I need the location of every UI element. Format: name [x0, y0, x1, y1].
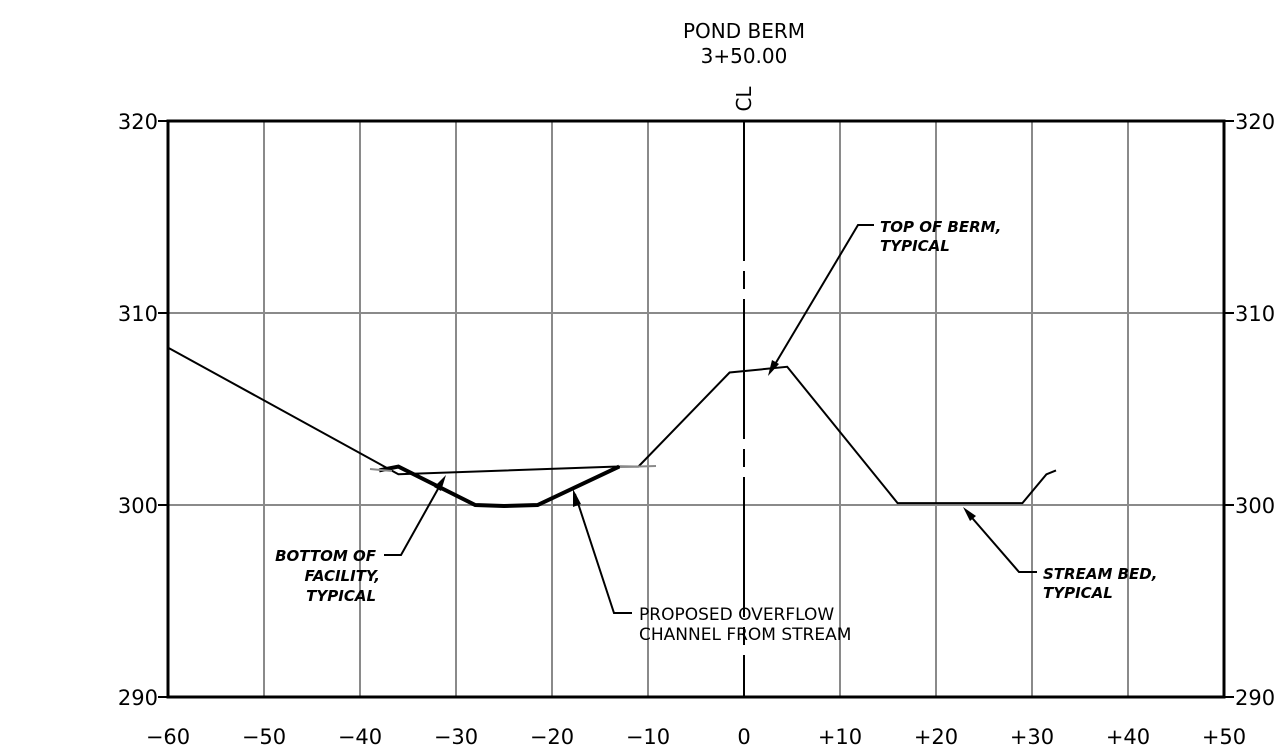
bottom-of-facility-leader	[384, 479, 444, 556]
right-y-tick-label: 290	[1235, 686, 1275, 710]
bottom-of-facility-note-line-1: BOTTOM OF	[275, 547, 377, 565]
centerline-label: CL	[732, 86, 756, 112]
left-y-tick-label: 290	[118, 686, 158, 710]
x-axis-tick-labels: −60 −50 −40 −30 −20 −10 0 +10 +20 +30 +40 +50	[146, 725, 1246, 749]
stream-bed-note-line-1: STREAM BED,	[1043, 565, 1157, 583]
x-tick-label: +30	[1010, 725, 1054, 749]
overflow-channel-note-line-1: PROPOSED OVERFLOW	[639, 605, 834, 625]
stream-bed-arrowhead	[963, 507, 976, 521]
left-y-tick-label: 310	[118, 302, 158, 326]
left-y-tick-label: 320	[118, 110, 158, 134]
x-tick-label: +50	[1202, 725, 1246, 749]
x-tick-label: 0	[737, 725, 750, 749]
bottom-of-facility-note-line-2: FACILITY,	[305, 567, 381, 585]
title-line-1: POND BERM	[683, 19, 805, 43]
x-tick-label: −40	[338, 725, 382, 749]
top-of-berm-note-line-2: TYPICAL	[880, 237, 950, 255]
existing-grade-left-stub	[369, 468, 393, 472]
right-y-tick-label: 320	[1235, 110, 1275, 134]
right-y-tick-label: 300	[1235, 494, 1275, 518]
overflow-channel-arrowhead	[573, 489, 581, 507]
x-tick-label: −60	[146, 725, 190, 749]
grid-lines	[168, 121, 1224, 697]
right-y-tick-label: 310	[1235, 302, 1275, 326]
x-tick-label: −30	[434, 725, 478, 749]
stream-bed-note-line-2: TYPICAL	[1043, 584, 1113, 602]
existing-grade-right-stub	[619, 465, 657, 468]
title-line-2: 3+50.00	[701, 44, 788, 68]
top-of-berm-leader	[770, 224, 874, 372]
ground-profile-line	[167, 346, 1057, 505]
x-tick-label: −20	[530, 725, 574, 749]
x-tick-label: +40	[1106, 725, 1150, 749]
top-of-berm-arrowhead	[768, 360, 779, 376]
bottom-of-facility-arrowhead	[434, 475, 446, 491]
x-tick-label: −10	[626, 725, 670, 749]
plot-frame	[166, 119, 1226, 699]
overflow-channel-line	[378, 464, 621, 509]
x-tick-label: +20	[914, 725, 958, 749]
overflow-channel-note-line-2: CHANNEL FROM STREAM	[639, 625, 851, 645]
bottom-of-facility-note-line-3: TYPICAL	[306, 587, 376, 605]
left-y-tick-label: 300	[118, 494, 158, 518]
tick-marks	[158, 120, 1234, 698]
right-axis-tick-labels: 320 310 300 290	[1235, 110, 1275, 710]
left-axis-tick-labels: 320 310 300 290	[118, 110, 158, 710]
stream-bed-leader	[966, 511, 1037, 573]
overflow-channel-leader	[574, 493, 632, 614]
top-of-berm-note-line-1: TOP OF BERM,	[880, 218, 1001, 236]
x-tick-label: −50	[242, 725, 286, 749]
x-tick-label: +10	[818, 725, 862, 749]
